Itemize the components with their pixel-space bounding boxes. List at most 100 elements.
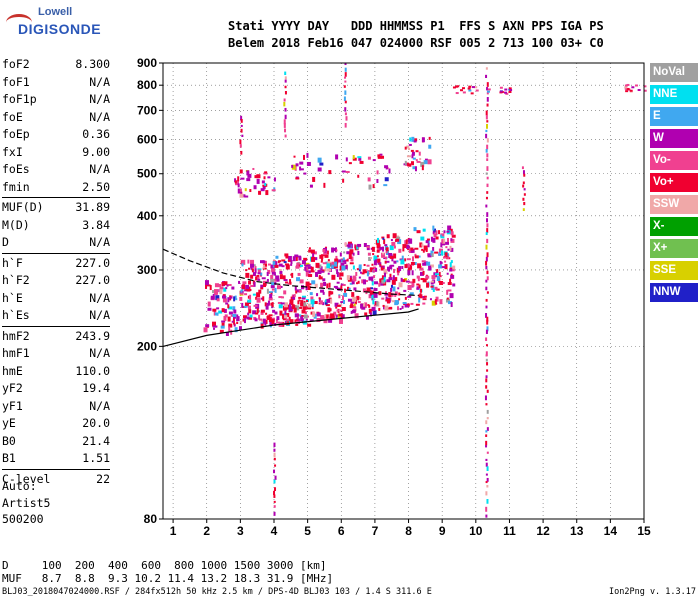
echo-point — [486, 153, 489, 158]
echo-point — [392, 233, 397, 239]
echo-point — [486, 316, 489, 322]
echo-point — [342, 178, 345, 183]
echo-point — [306, 266, 309, 271]
param-row: foF1 N/A — [2, 74, 110, 92]
echo-point — [385, 296, 388, 302]
param-row: h`E N/A — [2, 290, 110, 308]
echo-point — [416, 230, 421, 234]
echo-point — [503, 91, 507, 94]
echo-point — [298, 306, 303, 309]
echo-point — [242, 315, 247, 319]
echo-point — [371, 306, 376, 311]
param-row: M(D) 3.84 — [2, 217, 110, 235]
echo-point — [624, 87, 628, 90]
echo-point — [243, 305, 248, 308]
echo-point — [485, 491, 488, 496]
echo-point — [247, 312, 250, 316]
echo-point — [276, 285, 281, 290]
param-value: N/A — [89, 162, 110, 176]
echo-point — [266, 288, 269, 294]
echo-point — [389, 265, 393, 270]
y-tick-label: 600 — [137, 132, 157, 146]
echo-point — [256, 297, 261, 303]
echo-point — [447, 248, 450, 251]
y-tick-label: 500 — [137, 167, 157, 181]
echo-point — [209, 285, 212, 291]
echo-point — [234, 327, 238, 333]
echo-point — [318, 297, 321, 300]
echo-point — [294, 313, 299, 318]
x-tick-label: 1 — [170, 524, 177, 538]
echo-point — [418, 294, 423, 299]
echo-point — [328, 170, 332, 175]
echo-point — [417, 263, 422, 269]
echo-point — [385, 260, 390, 263]
echo-point — [422, 298, 427, 301]
echo-point — [409, 281, 413, 284]
echo-point — [398, 248, 402, 253]
echo-point — [344, 260, 347, 265]
echo-point — [417, 255, 421, 258]
echo-point — [436, 275, 440, 281]
echo-point — [393, 277, 398, 282]
echo-point — [425, 240, 429, 244]
echo-point — [643, 89, 647, 92]
param-label: D — [2, 235, 9, 249]
echo-point — [418, 297, 421, 303]
echo-point — [234, 178, 237, 183]
echo-point — [352, 157, 357, 161]
echo-point — [262, 185, 266, 190]
echo-point — [360, 271, 363, 274]
echo-point — [260, 287, 264, 290]
echo-point — [299, 314, 304, 317]
echo-point — [293, 305, 297, 309]
param-value: 2.50 — [82, 179, 110, 194]
echo-point — [414, 138, 418, 142]
echo-point — [326, 314, 329, 319]
echo-point — [265, 305, 269, 310]
echo-point — [326, 250, 329, 255]
echo-point — [331, 263, 336, 269]
echo-point — [523, 188, 526, 191]
version-label: Ion2Png v. 1.3.17 — [609, 587, 696, 597]
echo-point — [485, 375, 488, 379]
echo-point — [335, 249, 338, 252]
echo-point — [434, 286, 438, 290]
echo-point — [232, 313, 237, 317]
echo-point — [368, 257, 372, 262]
echo-point — [485, 462, 488, 467]
echo-point — [485, 256, 488, 262]
echo-point — [312, 311, 316, 317]
param-label: h`E — [2, 290, 23, 305]
echo-point — [372, 269, 377, 272]
echo-point — [262, 264, 265, 269]
echo-point — [271, 302, 274, 308]
echo-point — [257, 268, 262, 271]
echo-point — [401, 305, 404, 309]
echo-point — [283, 123, 286, 128]
echo-point — [305, 285, 308, 291]
echo-point — [376, 242, 380, 247]
echo-point — [219, 289, 223, 295]
echo-point — [351, 309, 356, 313]
echo-point — [372, 159, 376, 162]
echo-point — [298, 289, 302, 293]
echo-point — [229, 296, 233, 299]
echo-point — [442, 282, 445, 285]
echo-point — [260, 311, 264, 315]
echo-point — [260, 188, 265, 192]
echo-point — [373, 275, 376, 279]
echo-point — [393, 268, 396, 273]
echo-point — [218, 310, 223, 314]
echo-point — [214, 289, 219, 295]
echo-point — [373, 287, 378, 291]
echo-point — [331, 261, 336, 265]
param-value: 9.00 — [82, 144, 110, 159]
echo-point — [381, 252, 386, 258]
legend-item: X+ — [650, 239, 698, 258]
echo-point — [249, 294, 252, 300]
echo-point — [369, 309, 374, 312]
echo-point — [438, 248, 441, 253]
echo-point — [336, 271, 339, 277]
echo-point — [255, 296, 258, 300]
